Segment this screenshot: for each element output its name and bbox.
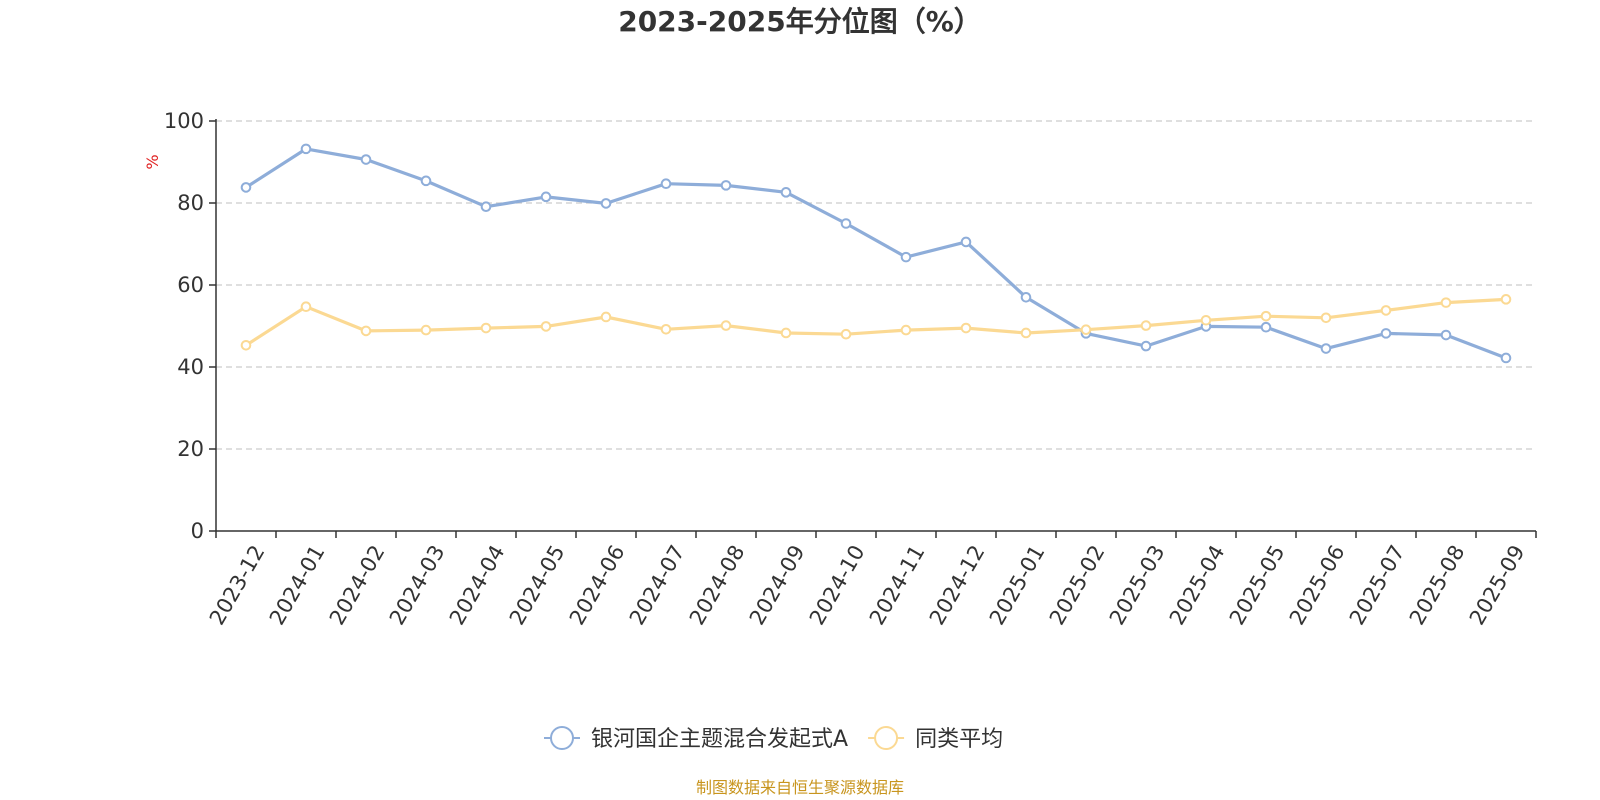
data-point bbox=[900, 251, 912, 263]
data-point bbox=[480, 201, 492, 212]
x-tick-label: 2025-04 bbox=[1165, 541, 1230, 629]
x-tick-label: 2024-06 bbox=[565, 541, 630, 629]
y-tick-label: 80 bbox=[177, 191, 204, 215]
data-point bbox=[420, 324, 432, 336]
x-tick-label: 2023-12 bbox=[205, 541, 270, 629]
data-point bbox=[420, 175, 432, 187]
legend: 银河国企主题混合发起式A 同类平均 bbox=[544, 726, 1003, 752]
data-point bbox=[1020, 327, 1032, 339]
data-point bbox=[1380, 305, 1392, 316]
data-point bbox=[1380, 328, 1392, 339]
x-tick-label: 2024-02 bbox=[325, 541, 390, 629]
x-tick-label: 2024-05 bbox=[505, 541, 570, 629]
legend-label: 银河国企主题混合发起式A bbox=[591, 727, 848, 752]
y-tick-label: 100 bbox=[164, 109, 204, 133]
data-point bbox=[1200, 314, 1212, 326]
data-point bbox=[540, 321, 552, 332]
data-point bbox=[780, 187, 792, 198]
data-point bbox=[780, 327, 792, 339]
x-tick-label: 2024-04 bbox=[445, 541, 510, 629]
x-tick-label: 2024-09 bbox=[745, 541, 810, 629]
data-point bbox=[240, 339, 252, 351]
series bbox=[240, 143, 1512, 364]
y-tick-label: 0 bbox=[191, 519, 204, 543]
data-point bbox=[1320, 312, 1332, 324]
data-point bbox=[360, 325, 372, 337]
y-tick-label: 40 bbox=[177, 355, 204, 379]
data-point bbox=[660, 178, 672, 190]
data-point bbox=[300, 301, 312, 313]
x-tick-label: 2024-03 bbox=[385, 541, 450, 629]
y-tick-label: 20 bbox=[177, 437, 204, 461]
x-tick-label: 2025-09 bbox=[1465, 541, 1530, 629]
data-point bbox=[840, 218, 852, 229]
data-point bbox=[600, 198, 612, 209]
data-point bbox=[300, 143, 312, 155]
data-point bbox=[720, 320, 732, 331]
data-point bbox=[1440, 329, 1452, 341]
x-tick-label: 2025-01 bbox=[985, 541, 1050, 629]
series-line bbox=[245, 297, 1507, 347]
data-point bbox=[1500, 294, 1512, 305]
legend-marker bbox=[550, 726, 574, 750]
chart-title: 2023-2025年分位图（%） bbox=[618, 5, 982, 38]
data-point bbox=[1140, 320, 1152, 331]
gridlines bbox=[216, 120, 1536, 450]
data-point bbox=[1500, 352, 1512, 364]
x-tick-label: 2024-01 bbox=[265, 541, 330, 629]
data-point bbox=[660, 323, 672, 335]
data-point bbox=[600, 311, 612, 323]
series-2 bbox=[240, 294, 1512, 351]
data-point bbox=[840, 328, 852, 340]
data-point bbox=[1140, 340, 1152, 352]
data-point bbox=[360, 154, 372, 165]
data-point bbox=[1020, 292, 1032, 303]
data-point bbox=[1260, 310, 1272, 322]
legend-marker bbox=[874, 726, 899, 750]
data-point bbox=[1260, 321, 1272, 333]
x-tick-label: 2025-08 bbox=[1405, 541, 1470, 629]
data-point bbox=[960, 322, 972, 334]
axes: 0 20 40 60 80 100 2023-122024-012024-022024-03… bbox=[164, 109, 1537, 629]
x-tick-label: 2025-05 bbox=[1225, 541, 1290, 629]
data-point bbox=[1080, 324, 1092, 335]
x-tick-label: 2025-03 bbox=[1105, 541, 1170, 629]
x-tick-label: 2024-12 bbox=[925, 541, 990, 629]
legend-item-1: 银河国企主题混合发起式A bbox=[544, 726, 848, 752]
y-tick-label: 60 bbox=[177, 273, 204, 297]
x-tick-label: 2025-06 bbox=[1285, 541, 1350, 629]
x-tick-label: 2024-07 bbox=[625, 541, 690, 629]
data-point bbox=[900, 324, 912, 336]
data-point bbox=[540, 191, 552, 203]
data-point bbox=[720, 180, 732, 191]
data-point bbox=[240, 182, 252, 193]
series-1 bbox=[240, 143, 1512, 364]
x-tick-label: 2025-02 bbox=[1045, 541, 1110, 629]
x-tick-label: 2024-08 bbox=[685, 541, 750, 629]
legend-item-2: 同类平均 bbox=[868, 726, 1003, 752]
y-axis-label: % bbox=[143, 154, 162, 169]
series-line bbox=[245, 147, 1507, 360]
x-tick-label: 2024-10 bbox=[805, 541, 870, 629]
x-tick-label: 2024-11 bbox=[865, 541, 930, 629]
data-point bbox=[1320, 343, 1332, 354]
data-point bbox=[1440, 297, 1452, 308]
source-note: 制图数据来自恒生聚源数据库 bbox=[695, 778, 904, 797]
data-point bbox=[960, 236, 972, 248]
legend-label: 同类平均 bbox=[915, 727, 1003, 752]
x-tick-label: 2025-07 bbox=[1345, 541, 1410, 629]
data-point bbox=[480, 322, 492, 334]
